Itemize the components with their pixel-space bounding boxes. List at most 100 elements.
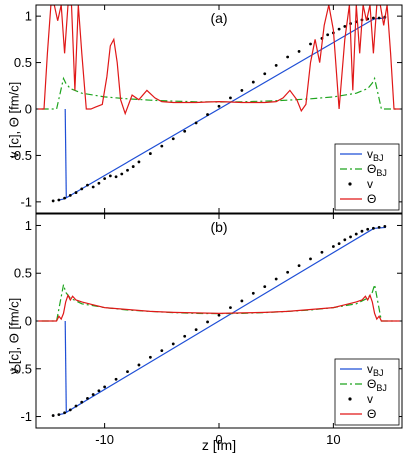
panel-a-y-tick-label: -0.5: [10, 148, 32, 163]
panel-a-series---line: [38, 5, 400, 116]
panel-b-series-v-point: [137, 363, 141, 367]
panel-a-series-v-point: [217, 104, 221, 108]
panel-a-series-v-point: [194, 121, 198, 125]
panel-b-y-tick-label: 1: [25, 218, 32, 233]
panel-b-series-v-point: [320, 250, 324, 254]
panel-b-series-v-point: [251, 291, 255, 295]
panel-a-legend-v-bj-text: vBJ: [367, 147, 384, 163]
panel-a-series-v-point: [274, 63, 278, 67]
panel-b-series-v-point: [63, 411, 66, 415]
panel-b-series-v-point: [171, 342, 175, 346]
panel-b-series-v-bj-line: [58, 226, 387, 416]
panel-a-series-v-point: [148, 152, 152, 155]
panel-b-series-v-point: [372, 226, 375, 230]
panel-b-series-v-point: [343, 238, 347, 242]
panel-b-series-v-point: [86, 396, 89, 400]
panel-a-series-v-point: [240, 89, 244, 92]
panel-a-legend-v-text: v: [367, 177, 373, 191]
panel-b-x-axis-label: z [fm]: [202, 437, 236, 453]
panel-b-series-v-point: [377, 225, 381, 229]
panel-b-y-tick-label: -0.5: [10, 361, 32, 376]
panel-b-series-v-point: [274, 277, 278, 281]
panel-b-y-tick-label: 0: [25, 314, 32, 329]
panel-a-legend-v-swatch: [348, 182, 352, 186]
panel-a-legend---text: Θ: [367, 192, 376, 206]
panel-b-series-v-point: [383, 225, 387, 228]
panel-a-series-v-point: [183, 129, 187, 133]
panel-b-series---line: [38, 293, 400, 322]
panel-b-series-v-point: [309, 257, 312, 261]
panel-a-series-v-bj-shock-line: [64, 108, 67, 199]
panel-b-series-v-point: [331, 245, 335, 248]
panel-a-series-v-point: [103, 177, 107, 181]
panel-b-x-tick-label: 0: [215, 432, 222, 447]
panel-a-series-v-point: [343, 24, 347, 28]
panel-b-series-v-point: [126, 370, 129, 374]
panel-b-series-v-point: [114, 377, 118, 381]
panel-b-frame: [35, 213, 403, 429]
panel-a-series-v-point: [51, 199, 55, 203]
panel-b-series-v-point: [183, 334, 187, 338]
panel-a-y-tick-label: -1: [20, 194, 32, 209]
panel-a-series-v-point: [80, 187, 84, 191]
panel-a-y-tick-label: 0: [25, 102, 32, 117]
panel-a-series-v-point: [372, 16, 375, 20]
panel-b-series-v-bj-shock-line: [64, 320, 67, 413]
panel-b-y-tick-label: -1: [20, 409, 32, 424]
panel-b-series-v-point: [337, 242, 341, 246]
panel-a-series-v-point: [120, 172, 124, 176]
panel-b-legend-v-bj-text: vBJ: [367, 362, 384, 378]
panel-a-series-v-point: [286, 55, 290, 59]
panel-a-series-v-point: [57, 198, 61, 202]
panel-a-series-v-point: [131, 165, 135, 168]
panel-b-series-v-point: [160, 349, 164, 353]
panel-a-series-v-point: [86, 183, 89, 187]
panel-a-series-v-point: [91, 185, 95, 189]
panel-b-series-v-point: [349, 235, 352, 239]
panel-b-legend--bj-text: ΘBJ: [367, 377, 387, 393]
panel-b-legend-v-swatch: [348, 397, 352, 401]
panel-a-series-v-point: [377, 16, 381, 20]
panel-a-series-v-point: [309, 42, 312, 46]
panel-b-series-v-point: [286, 270, 290, 274]
panel-a-series-v-point: [68, 193, 72, 197]
panel-a-y-tick-label: 0.5: [14, 55, 32, 70]
panel-b-y-tick-label: 0.5: [14, 266, 32, 281]
panel-b-series-v-point: [80, 400, 84, 404]
panel-b-x-tick-label: -10: [95, 432, 114, 447]
panel-a-series-v-point: [160, 144, 164, 148]
panel-a-series-v-point: [137, 160, 141, 164]
panel-b-series-v-point: [97, 389, 101, 393]
panel-a-series-v-point: [171, 137, 175, 141]
panel-b-series-v-point: [74, 404, 78, 408]
panel-b-series-v-point: [194, 328, 198, 331]
panel-a-frame: [35, 4, 403, 214]
panel-a-y-tick-label: 1: [25, 9, 32, 24]
panel-b-series-v-point: [148, 355, 152, 359]
panel-b-x-tick-label: 10: [326, 432, 340, 447]
panel-a-series-v-bj-line: [58, 17, 387, 201]
panel-b-series-v-point: [360, 229, 364, 233]
panel-a-series--bj-line: [41, 76, 397, 110]
panel-b-series-v-point: [57, 413, 61, 417]
panel-b-label: (b): [210, 219, 227, 235]
panel-a-series-v-point: [126, 168, 129, 172]
panel-b-series-v-point: [354, 232, 358, 236]
panel-a-series-v-point: [206, 113, 209, 116]
panel-a-series-v-point: [251, 80, 255, 84]
panel-b-series-v-point: [366, 227, 370, 231]
panel-b-y-axis-label: v [c], Θ [fm/c]: [6, 297, 22, 375]
panel-a-series-v-point: [108, 174, 112, 178]
panel-b-series-v-point: [51, 414, 55, 417]
panel-b-series-v-point: [91, 393, 95, 396]
panel-b-series-v-point: [240, 299, 244, 303]
panel-b-series-v-point: [263, 285, 267, 289]
panel-b-legend-v-text: v: [367, 392, 373, 406]
panel-b-series-v-point: [68, 408, 72, 412]
panel-b-series-v-point: [206, 320, 209, 324]
panel-a-series-v-point: [337, 27, 341, 31]
panel-a-series-v-point: [114, 175, 118, 179]
panel-a-series-v-point: [63, 196, 66, 200]
